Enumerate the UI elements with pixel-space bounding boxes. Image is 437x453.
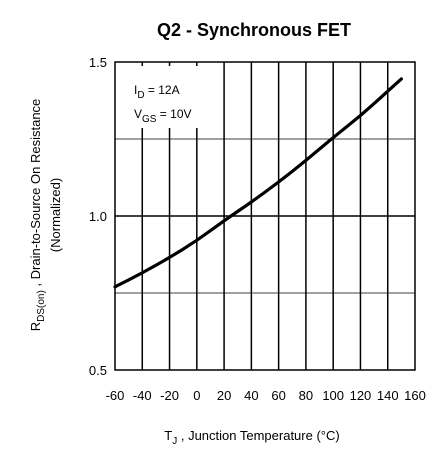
annotation-drain-current: ID = 12A — [134, 83, 180, 101]
chart-title: Q2 - Synchronous FET — [157, 20, 351, 40]
y-axis-label-normalized: (Normalized) — [48, 178, 63, 252]
x-tick-label: 20 — [217, 388, 231, 403]
series-line — [113, 77, 403, 289]
tick-labels: -60 -40 -20 0 20 40 60 80 100 120 140 160 0.5 1.0 1.5 — [89, 55, 426, 403]
x-tick-label: -20 — [160, 388, 179, 403]
x-tick-label: 40 — [244, 388, 258, 403]
y-tick-label: 1.0 — [89, 209, 107, 224]
annotation-box: ID = 12A VGS = 10V — [122, 66, 218, 128]
x-tick-label: -40 — [133, 388, 152, 403]
x-axis-label: TJ , Junction Temperature (°C) — [164, 428, 339, 447]
x-tick-label: 60 — [271, 388, 285, 403]
x-tick-label: 0 — [193, 388, 200, 403]
annotation-gate-voltage: VGS = 10V — [134, 107, 192, 125]
x-tick-label: 160 — [404, 388, 426, 403]
y-tick-label: 0.5 — [89, 363, 107, 378]
x-tick-label: -60 — [106, 388, 125, 403]
x-tick-label: 140 — [377, 388, 399, 403]
y-tick-label: 1.5 — [89, 55, 107, 70]
x-tick-label: 100 — [322, 388, 344, 403]
x-tick-label: 120 — [350, 388, 372, 403]
y-axis-label: RDS(on) , Drain-to-Source On Resistance — [28, 99, 47, 332]
grid-lines — [115, 62, 415, 370]
x-tick-label: 80 — [299, 388, 313, 403]
series-layer — [113, 77, 403, 289]
